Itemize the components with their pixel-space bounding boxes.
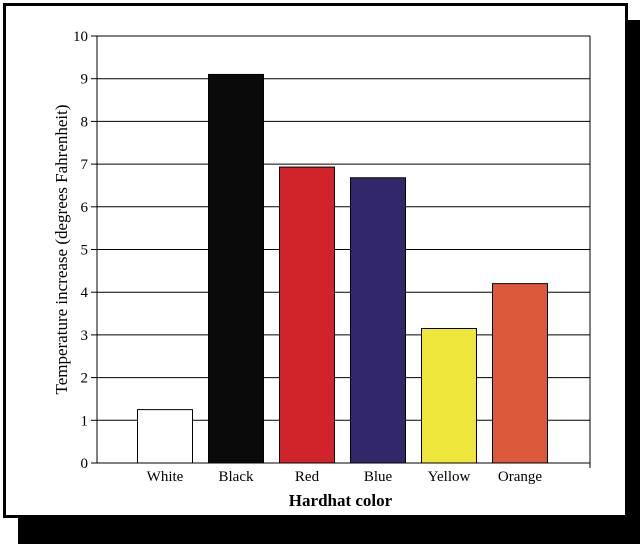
y-tick-label: 4 — [81, 285, 89, 301]
y-tick-label: 5 — [81, 243, 89, 259]
axes — [91, 35, 591, 468]
y-tick-label: 10 — [73, 29, 88, 45]
x-tick-label: White — [147, 469, 184, 485]
y-tick-label: 2 — [81, 371, 89, 387]
y-tick-labels: 0 1 2 3 4 5 6 7 8 9 10 — [73, 29, 89, 472]
bar-red — [279, 166, 335, 464]
y-axis-title: Temperature increase (degrees Fahrenheit… — [52, 104, 71, 394]
y-tick-label: 8 — [81, 114, 89, 130]
x-tick-label: Orange — [498, 469, 542, 485]
bar-black — [208, 73, 264, 464]
y-tick-label: 6 — [81, 200, 89, 216]
x-tick-label: Yellow — [428, 469, 471, 485]
bar-orange — [492, 283, 548, 464]
x-tick-label: Black — [219, 469, 254, 485]
x-tick-label: Red — [295, 469, 320, 485]
y-tick-label: 7 — [81, 157, 89, 173]
bar-white — [137, 409, 193, 464]
x-tick-labels: White Black Red Blue Yellow Orange — [147, 469, 543, 485]
y-tick-label: 1 — [81, 413, 89, 429]
y-tick-label: 9 — [81, 72, 89, 88]
x-tick-label: Blue — [364, 469, 393, 485]
y-tick-label: 3 — [81, 328, 89, 344]
y-tick-label: 0 — [81, 456, 89, 472]
bar-yellow — [421, 327, 477, 464]
x-axis-title: Hardhat color — [289, 491, 393, 510]
bar-blue — [350, 177, 406, 464]
bars — [137, 73, 548, 464]
